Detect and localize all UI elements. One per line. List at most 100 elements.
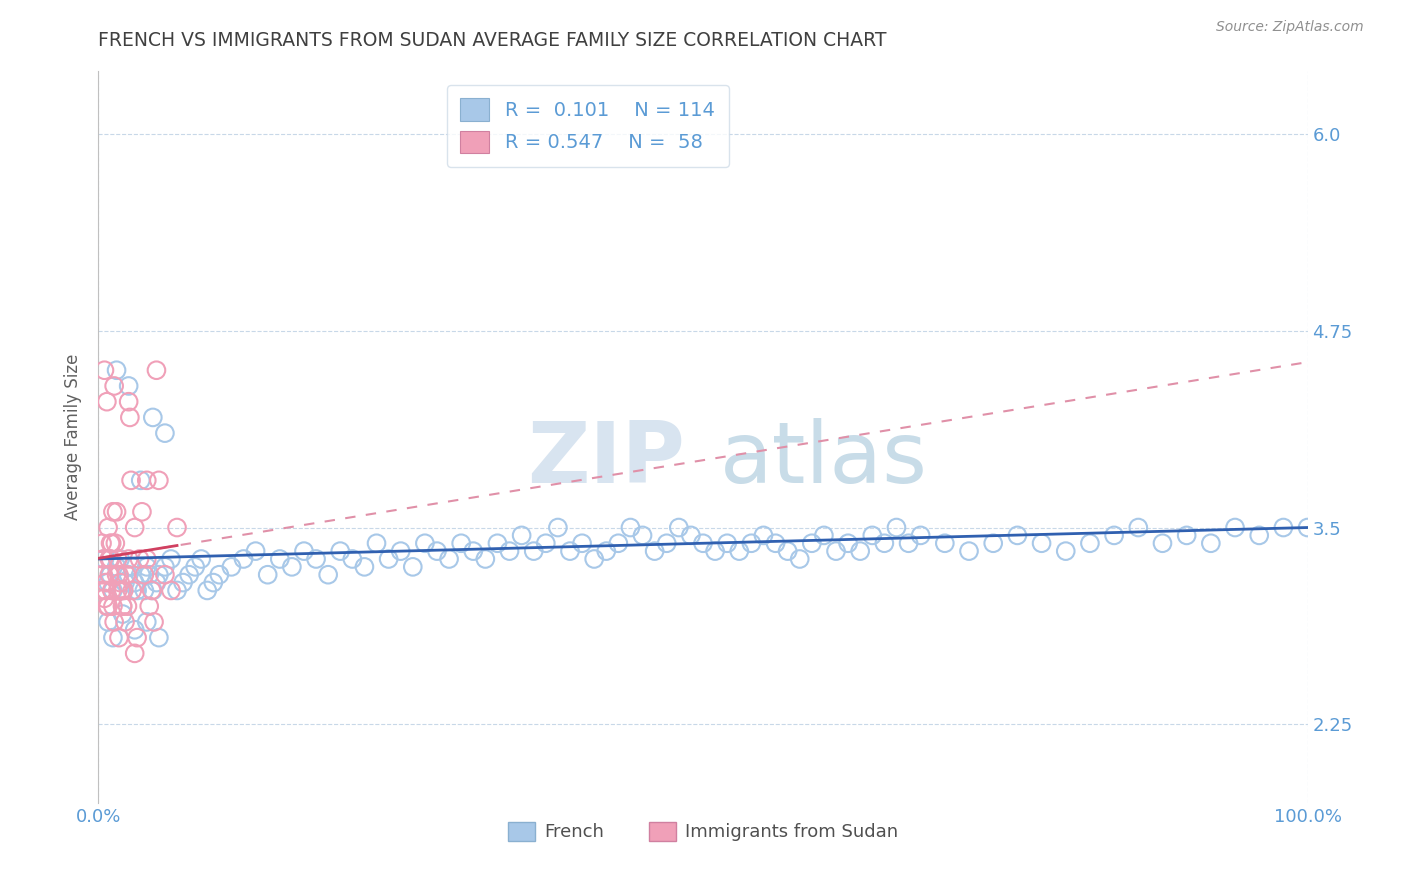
- Point: [716, 536, 738, 550]
- Point: [644, 544, 666, 558]
- Point: [124, 575, 146, 590]
- Point: [353, 559, 375, 574]
- Point: [583, 552, 606, 566]
- Point: [463, 544, 485, 558]
- Point: [1078, 536, 1101, 550]
- Point: [450, 536, 472, 550]
- Text: atlas: atlas: [720, 417, 928, 500]
- Point: [377, 552, 399, 566]
- Point: [104, 536, 127, 550]
- Point: [91, 567, 114, 582]
- Point: [118, 567, 141, 582]
- Point: [124, 520, 146, 534]
- Point: [1223, 520, 1246, 534]
- Point: [97, 575, 120, 590]
- Point: [160, 552, 183, 566]
- Point: [110, 583, 132, 598]
- Point: [108, 567, 131, 582]
- Point: [91, 552, 114, 566]
- Point: [765, 536, 787, 550]
- Point: [752, 528, 775, 542]
- Point: [849, 544, 872, 558]
- Point: [97, 615, 120, 629]
- Point: [957, 544, 980, 558]
- Point: [135, 473, 157, 487]
- Point: [245, 544, 267, 558]
- Point: [98, 552, 121, 566]
- Point: [1128, 520, 1150, 534]
- Point: [148, 473, 170, 487]
- Point: [190, 552, 212, 566]
- Point: [153, 426, 176, 441]
- Point: [208, 567, 231, 582]
- Point: [93, 363, 115, 377]
- Point: [813, 528, 835, 542]
- Point: [118, 552, 141, 566]
- Point: [389, 544, 412, 558]
- Point: [1175, 528, 1198, 542]
- Point: [135, 552, 157, 566]
- Point: [1272, 520, 1295, 534]
- Point: [105, 567, 128, 582]
- Point: [121, 559, 143, 574]
- Point: [138, 599, 160, 614]
- Point: [292, 544, 315, 558]
- Point: [141, 583, 163, 598]
- Point: [138, 567, 160, 582]
- Point: [112, 583, 135, 598]
- Point: [195, 583, 218, 598]
- Point: [114, 575, 136, 590]
- Point: [100, 583, 122, 598]
- Point: [128, 552, 150, 566]
- Point: [202, 575, 225, 590]
- Point: [115, 567, 138, 582]
- Point: [426, 544, 449, 558]
- Point: [148, 631, 170, 645]
- Point: [172, 575, 194, 590]
- Point: [105, 559, 128, 574]
- Point: [108, 631, 131, 645]
- Point: [523, 544, 546, 558]
- Point: [221, 559, 243, 574]
- Point: [118, 379, 141, 393]
- Point: [1031, 536, 1053, 550]
- Point: [134, 567, 156, 582]
- Point: [148, 567, 170, 582]
- Point: [704, 544, 727, 558]
- Point: [595, 544, 617, 558]
- Point: [114, 615, 136, 629]
- Point: [619, 520, 641, 534]
- Point: [837, 536, 859, 550]
- Point: [101, 599, 124, 614]
- Legend: French, Immigrants from Sudan: French, Immigrants from Sudan: [501, 814, 905, 848]
- Point: [111, 599, 134, 614]
- Point: [145, 363, 167, 377]
- Point: [91, 536, 114, 550]
- Text: FRENCH VS IMMIGRANTS FROM SUDAN AVERAGE FAMILY SIZE CORRELATION CHART: FRENCH VS IMMIGRANTS FROM SUDAN AVERAGE …: [98, 31, 887, 50]
- Point: [547, 520, 569, 534]
- Point: [91, 583, 114, 598]
- Point: [127, 583, 149, 598]
- Point: [269, 552, 291, 566]
- Point: [103, 379, 125, 393]
- Point: [131, 505, 153, 519]
- Point: [534, 536, 557, 550]
- Point: [100, 552, 122, 566]
- Point: [97, 520, 120, 534]
- Point: [124, 623, 146, 637]
- Point: [1102, 528, 1125, 542]
- Point: [100, 567, 122, 582]
- Point: [934, 536, 956, 550]
- Point: [728, 544, 751, 558]
- Point: [129, 473, 152, 487]
- Point: [1007, 528, 1029, 542]
- Point: [143, 615, 166, 629]
- Point: [184, 559, 207, 574]
- Point: [107, 583, 129, 598]
- Point: [1199, 536, 1222, 550]
- Point: [232, 552, 254, 566]
- Point: [571, 536, 593, 550]
- Point: [160, 583, 183, 598]
- Point: [93, 552, 115, 566]
- Point: [108, 552, 131, 566]
